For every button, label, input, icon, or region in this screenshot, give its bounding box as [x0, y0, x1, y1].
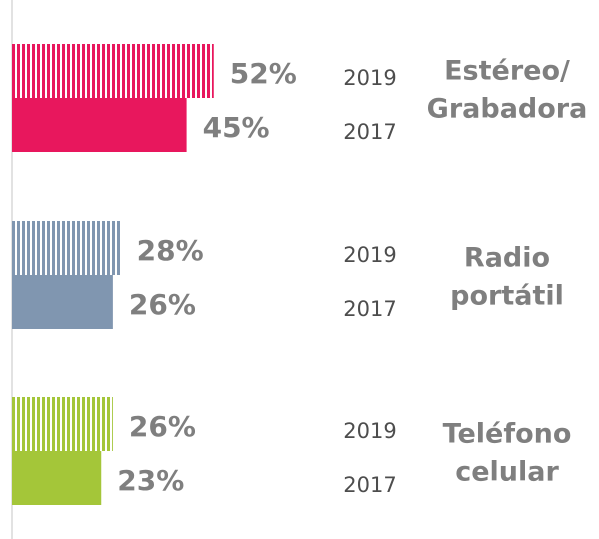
value-label: 45% [203, 111, 270, 144]
bar [12, 451, 102, 505]
bar [12, 275, 113, 329]
bar [12, 98, 187, 152]
category-label: portátil [450, 281, 564, 312]
series-label: 2019 [343, 66, 396, 90]
value-label: 23% [117, 464, 184, 497]
bar [12, 397, 113, 451]
series-label: 2019 [343, 243, 396, 267]
series-label: 2017 [343, 473, 396, 497]
category-label: Estéreo/ [444, 56, 570, 87]
bar [12, 44, 214, 98]
value-label: 26% [129, 288, 196, 321]
series-label: 2017 [343, 297, 396, 321]
category-label: Radio [464, 243, 550, 274]
value-label: 28% [137, 234, 204, 267]
category-label: Teléfono [443, 419, 572, 450]
value-label: 26% [129, 410, 196, 443]
bar [12, 221, 121, 275]
series-label: 2017 [343, 120, 396, 144]
value-label: 52% [230, 57, 297, 90]
category-label: Grabadora [427, 94, 588, 125]
category-label: celular [455, 457, 559, 488]
series-label: 2019 [343, 419, 396, 443]
